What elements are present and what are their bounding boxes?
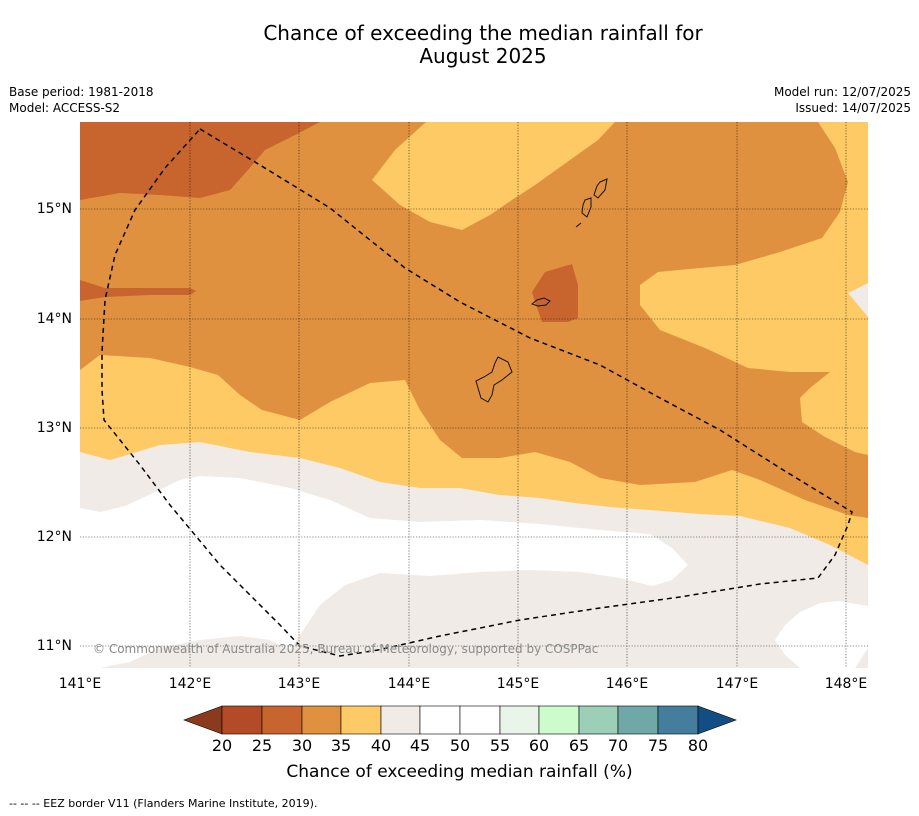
zone-35-40-northeast (640, 122, 868, 455)
lat-tick-11: 11°N (37, 638, 72, 654)
meta-left: Base period: 1981-2018 Model: ACCESS-S2 (9, 84, 154, 116)
rainfall-probability-map: © Commonwealth of Australia 2025, Bureau… (80, 122, 868, 668)
saipan-island (593, 178, 608, 199)
zone-25-30-northwest (80, 122, 320, 200)
colorbar-bin-55-60 (499, 705, 540, 735)
lon-tick-144: 144°E (388, 676, 431, 692)
colorbar-tick-70: 70 (608, 736, 628, 755)
colorbar-tick-45: 45 (410, 736, 430, 755)
tinian-island (581, 197, 592, 218)
colorbar-ticks: 20 25 30 35 40 45 50 55 60 65 70 75 80 (212, 736, 708, 755)
eez-border (101, 128, 853, 657)
colorbar-bin-65-70 (578, 705, 619, 735)
colorbar-extend-low (183, 705, 223, 735)
colorbar-bin-60-65 (538, 705, 580, 735)
colorbar-tick-60: 60 (529, 736, 549, 755)
zone-25-30-west-strip (80, 280, 196, 301)
colorbar-bin-25-30 (261, 705, 303, 735)
zone-25-30-center (532, 264, 578, 322)
model-run-text: Model run: 12/07/2025 (773, 85, 911, 99)
lat-tick-15: 15°N (37, 201, 72, 217)
lat-tick-13: 13°N (37, 420, 72, 436)
lon-tick-148: 148°E (825, 676, 868, 692)
latitude-axis: 15°N 14°N 13°N 12°N 11°N (37, 201, 72, 654)
colorbar-tick-25: 25 (252, 736, 272, 755)
zone-45-50-south (80, 476, 688, 668)
title-line-1: Chance of exceeding the median rainfall … (263, 21, 703, 45)
colorbar-bin-35-40 (340, 705, 382, 735)
colorbar-bin-50-55 (459, 705, 501, 735)
zone-40-45-southeast-edge (855, 648, 868, 668)
issued-text: Issued: 14/07/2025 (795, 101, 911, 115)
title-line-2: August 2025 (419, 44, 547, 68)
colorbar-tick-30: 30 (292, 736, 312, 755)
colorbar-tick-50: 50 (450, 736, 470, 755)
colorbar-bin-20-25 (221, 705, 263, 735)
zone-35-40-north (372, 122, 615, 230)
colorbar-tick-20: 20 (212, 736, 232, 755)
lon-tick-145: 145°E (497, 676, 540, 692)
lon-tick-141: 141°E (59, 676, 102, 692)
longitude-axis: 141°E 142°E 143°E 144°E 145°E 146°E 147°… (59, 676, 868, 692)
zone-40-45-east-edge (848, 283, 868, 317)
colorbar-extend-high (697, 705, 737, 735)
colorbar-bin-70-75 (617, 705, 659, 735)
colorbar-bin-45-50 (419, 705, 461, 735)
guam-island (475, 356, 513, 403)
colorbar-tick-75: 75 (648, 736, 668, 755)
colorbar-bin-75-80 (657, 705, 699, 735)
lat-tick-12: 12°N (37, 529, 72, 545)
copyright-text: © Commonwealth of Australia 2025, Bureau… (93, 642, 598, 656)
zone-45-50-southeast (775, 601, 868, 668)
colorbar-tick-80: 80 (688, 736, 708, 755)
aguijan-island (575, 222, 582, 228)
colorbar-tick-65: 65 (569, 736, 589, 755)
colorbar-tick-35: 35 (331, 736, 351, 755)
lon-tick-147: 147°E (716, 676, 759, 692)
base-period-text: Base period: 1981-2018 (9, 85, 154, 99)
lon-tick-146: 146°E (606, 676, 649, 692)
colorbar-label: Chance of exceeding median rainfall (%) (286, 762, 633, 782)
colorbar-bin-30-35 (301, 705, 342, 735)
meta-right: Model run: 12/07/2025 Issued: 14/07/2025 (774, 84, 911, 116)
lon-tick-142: 142°E (169, 676, 212, 692)
colorbar-tick-55: 55 (490, 736, 510, 755)
lat-tick-14: 14°N (37, 311, 72, 327)
lon-tick-143: 143°E (278, 676, 321, 692)
colorbar: 20 25 30 35 40 45 50 55 60 65 70 75 80 (183, 705, 737, 755)
rota-island (530, 297, 551, 307)
colorbar-bin-40-45 (380, 705, 421, 735)
eez-legend-text: -- -- -- EEZ border V11 (Flanders Marine… (9, 797, 318, 810)
chart-title: Chance of exceeding the median rainfall … (0, 22, 919, 68)
model-text: Model: ACCESS-S2 (9, 101, 121, 115)
colorbar-tick-40: 40 (371, 736, 391, 755)
